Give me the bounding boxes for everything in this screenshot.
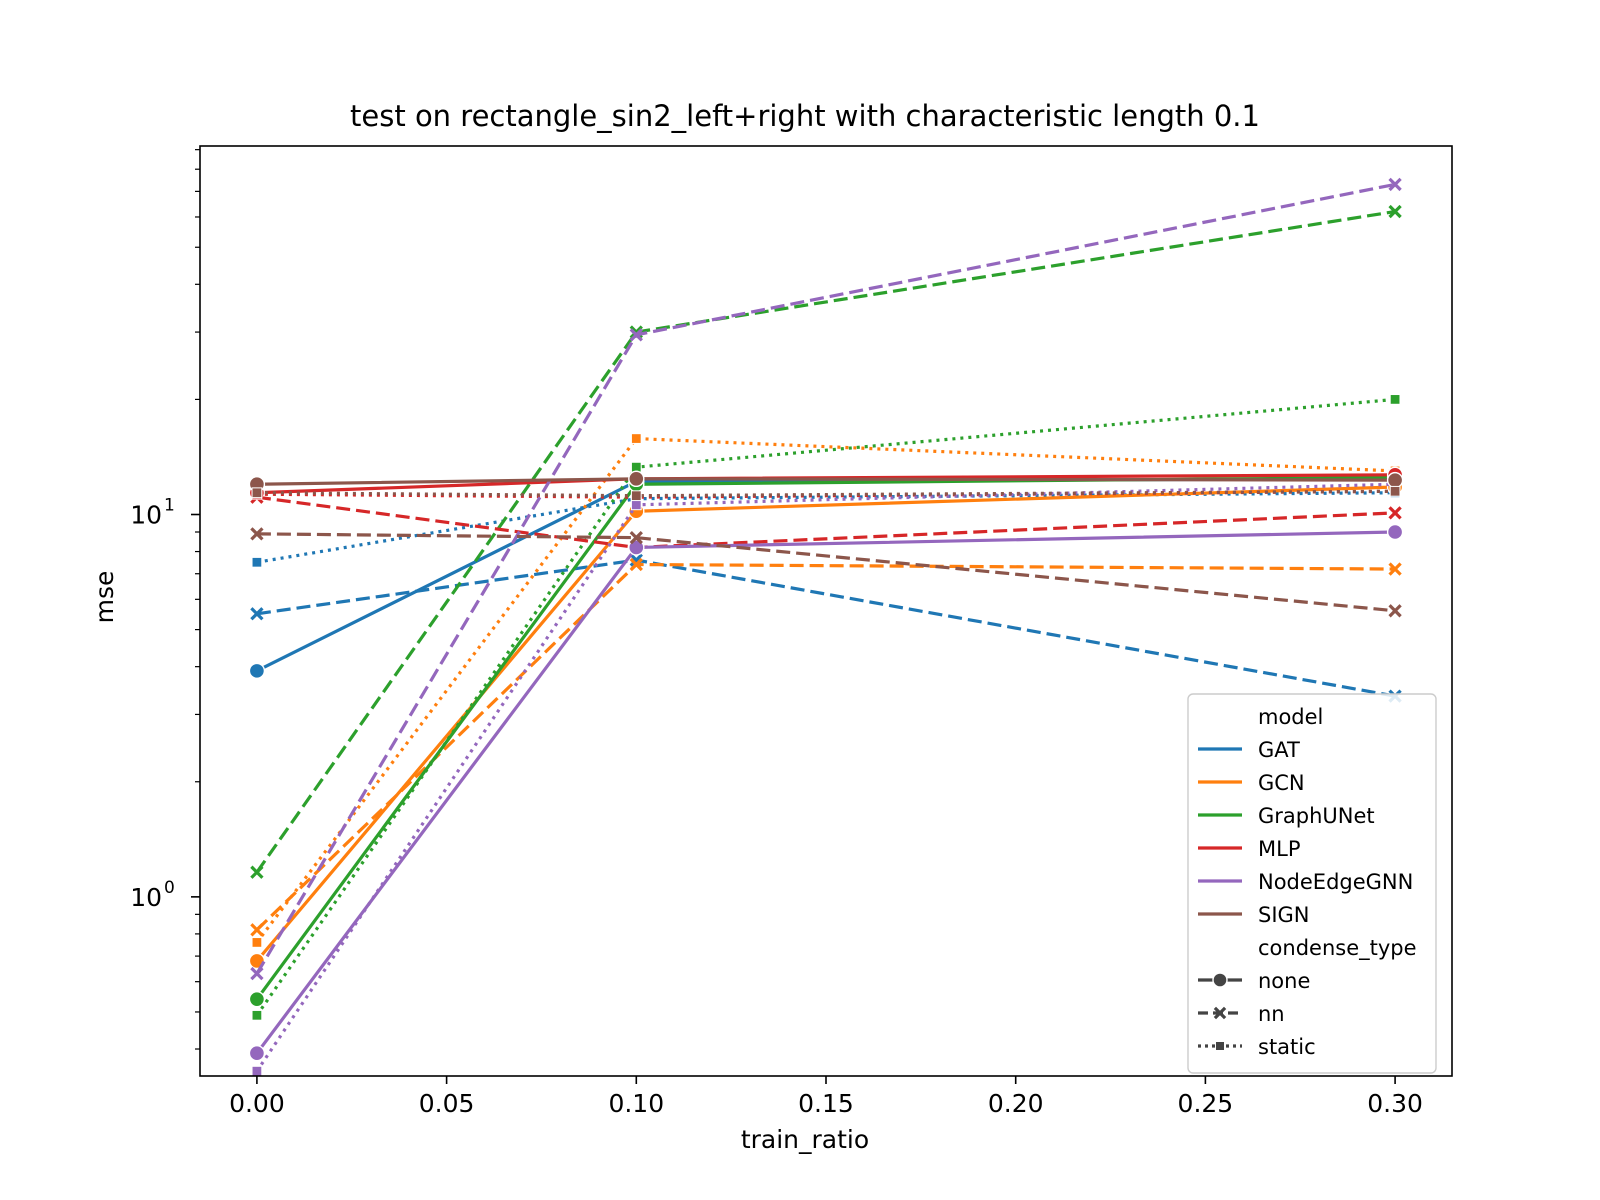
data-point-sign-none [628,470,645,487]
data-point-sign-nn [250,527,264,541]
data-point-nodeedgegnn-static [251,1065,263,1076]
plot-area [199,145,1453,1077]
data-point-sign-static [1389,485,1401,497]
data-point-gat-nn [250,607,264,621]
data-point-graphunet-static [1389,394,1401,405]
legend-title-model: model [1258,705,1323,729]
series-graphunet-static [251,394,1401,1021]
legend-box [1187,693,1437,1074]
legend-label-gcn: GCN [1258,771,1305,795]
x-tick-label: 0.15 [798,1089,854,1118]
y-tick-label-base: 10 [130,501,162,530]
data-point-nodeedgegnn-none [628,539,645,556]
data-point-gat-none [248,662,266,680]
series-line-sign-nn [256,532,1396,613]
data-point-nodeedgegnn-none [248,1045,266,1062]
data-point-nodeedgegnn-nn [250,966,264,981]
series-graphunet-nn [250,204,1402,879]
data-point-graphunet-none [248,990,266,1008]
data-point-sign-nn [629,530,643,545]
data-point-sign-nn [1388,604,1402,618]
legend-label-nn: nn [1258,1002,1285,1026]
data-point-gcn-static [251,937,263,948]
x-tick-label: 0.05 [419,1089,475,1118]
data-point-gat-static [251,556,263,568]
series-layer [248,177,1404,1076]
data-point-gcn-nn [629,557,643,572]
x-axis-label: train_ratio [741,1125,869,1154]
legend-marker-nn [1213,1006,1227,1020]
y-tick-label: 10 0 [130,878,175,912]
data-point-nodeedgegnn-none [1386,523,1404,541]
y-tick-label-exponent: 0 [164,878,175,898]
legend-marker-static [1215,1041,1225,1051]
legend-label-static: static [1258,1035,1316,1059]
x-tick-label: 0.25 [1178,1089,1234,1118]
y-tick-label: 10 1 [130,496,175,530]
data-point-gcn-nn [250,923,264,937]
data-point-nodeedgegnn-nn [629,328,643,342]
y-axis-label: mse [90,571,119,624]
data-point-nodeedgegnn-nn [1388,177,1402,192]
x-axis: 0.00 0.05 0.10 0.15 0.20 0.25 0.30 [229,1076,1423,1118]
data-point-mlp-nn [1388,506,1402,520]
data-point-gcn-static [630,433,642,444]
series-sign-static [251,485,1401,502]
data-point-nodeedgegnn-static [630,499,642,511]
x-tick-label: 0.00 [229,1089,285,1118]
series-sign-nn [250,527,1402,618]
legend: model GAT GCN GraphUNet MLP NodeEdgeGNN SIGN co… [1187,693,1437,1074]
legend-label-mlp: MLP [1258,837,1300,861]
data-point-graphunet-static [630,461,642,473]
x-tick-label: 0.10 [608,1089,664,1118]
data-point-sign-none [1386,471,1404,489]
x-tick-label: 0.20 [988,1089,1044,1118]
data-point-graphunet-static [251,1009,263,1021]
data-point-graphunet-nn [1388,204,1402,219]
legend-label-sign: SIGN [1258,903,1310,927]
legend-label-none: none [1258,969,1310,993]
data-point-sign-static [251,487,263,499]
legend-label-nodeedgegnn: NodeEdgeGNN [1258,870,1413,894]
y-tick-label-exponent: 1 [164,496,175,516]
data-point-sign-static [630,490,642,502]
series-gcn-nn [250,557,1402,937]
legend-marker-none [1212,972,1228,988]
series-nodeedgegnn-nn [250,177,1402,981]
y-tick-label-base: 10 [130,883,162,912]
x-tick-label: 0.30 [1367,1089,1423,1118]
series-line-gcn-static [255,436,1396,944]
legend-label-gat: GAT [1258,738,1300,762]
legend-label-graphunet: GraphUNet [1258,804,1375,828]
series-sign-none [248,470,1404,493]
chart-title: test on rectangle_sin2_left+right with c… [350,99,1260,133]
legend-title-condense-type: condense_type [1258,936,1417,961]
data-point-graphunet-nn [250,865,264,879]
data-point-gcn-nn [1388,562,1402,576]
